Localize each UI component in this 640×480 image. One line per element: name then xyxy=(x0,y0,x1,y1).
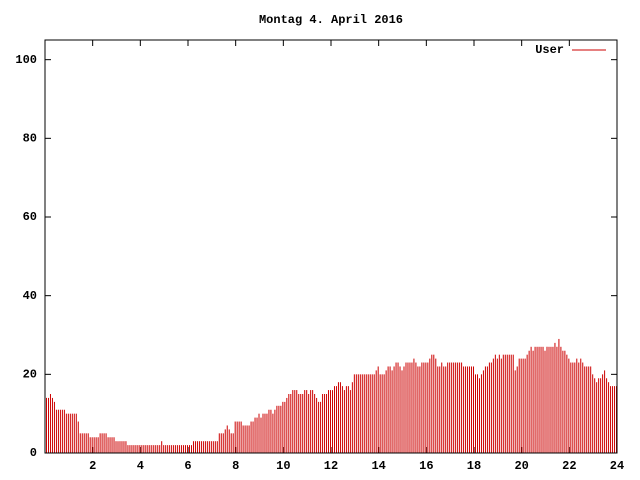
x-tick-label: 16 xyxy=(419,459,433,473)
x-tick-label: 20 xyxy=(514,459,528,473)
x-tick-label: 8 xyxy=(232,459,239,473)
legend-label: User xyxy=(535,43,564,57)
x-tick-label: 12 xyxy=(324,459,338,473)
y-tick-label: 60 xyxy=(23,210,37,224)
x-tick-label: 10 xyxy=(276,459,290,473)
x-tick-label: 6 xyxy=(184,459,191,473)
x-tick-label: 22 xyxy=(562,459,576,473)
x-tick-label: 18 xyxy=(467,459,481,473)
x-tick-label: 14 xyxy=(371,459,385,473)
y-tick-label: 40 xyxy=(23,289,37,303)
chart-title: Montag 4. April 2016 xyxy=(259,13,403,27)
x-tick-label: 4 xyxy=(137,459,144,473)
plot-frame xyxy=(44,39,618,454)
x-tick-label: 2 xyxy=(89,459,96,473)
y-tick-label: 20 xyxy=(23,368,37,382)
x-tick-label: 24 xyxy=(610,459,624,473)
y-tick-label: 100 xyxy=(15,53,37,67)
y-tick-label: 0 xyxy=(30,446,37,460)
y-tick-label: 80 xyxy=(23,132,37,146)
